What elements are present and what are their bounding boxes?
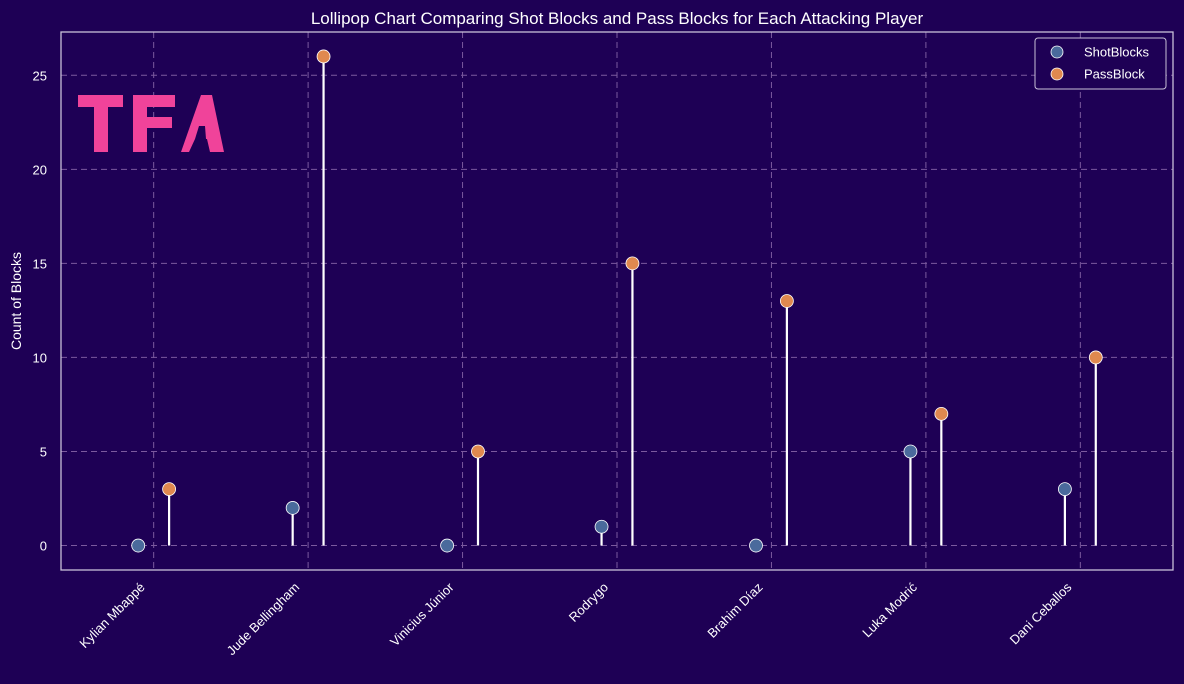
point-shotblocks <box>1057 482 1072 497</box>
point-passblock <box>625 256 640 271</box>
legend-label-shotblocks: ShotBlocks <box>1084 45 1150 60</box>
point-passblock <box>316 49 331 64</box>
y-tick-label: 0 <box>40 539 47 554</box>
legend-marker-shotblocks <box>1050 45 1064 59</box>
point-shotblocks <box>131 538 146 553</box>
point-passblock <box>1088 350 1103 365</box>
x-tick-label: Rodrygo <box>566 580 611 625</box>
x-tick-label: Vinicius Júnior <box>387 579 457 649</box>
y-tick-label: 15 <box>33 256 47 271</box>
x-tick-label: Kylian Mbappé <box>76 580 147 651</box>
point-shotblocks <box>749 538 763 553</box>
tfa-logo <box>78 95 224 152</box>
point-shotblocks <box>903 444 918 459</box>
y-tick-label: 5 <box>40 444 47 459</box>
y-tick-label: 10 <box>33 350 47 365</box>
plot-frame <box>60 31 1174 571</box>
x-axis-ticks: Kylian Mbappé Jude Bellingham Vinicius Jún… <box>76 579 1074 658</box>
x-tick-label: Luka Modrić <box>859 579 920 640</box>
x-tick-label: Dani Ceballos <box>1007 579 1075 647</box>
lollipop-heads <box>131 49 1103 553</box>
x-tick-label: Brahim Díaz <box>704 580 765 641</box>
point-shotblocks <box>594 519 609 534</box>
point-passblock <box>471 444 485 459</box>
point-shotblocks <box>440 538 455 553</box>
point-passblock <box>934 406 949 421</box>
y-tick-label: 20 <box>33 162 47 177</box>
x-tick-label: Jude Bellingham <box>224 580 303 659</box>
y-axis-label: Count of Blocks <box>8 252 24 350</box>
y-tick-label: 25 <box>33 68 47 83</box>
y-axis-ticks: 0 5 10 15 20 25 <box>33 68 47 553</box>
legend-marker-passblock <box>1050 67 1064 81</box>
legend-box <box>1034 37 1167 90</box>
legend: ShotBlocks PassBlock <box>1034 37 1167 90</box>
point-passblock <box>779 294 794 308</box>
legend-label-passblock: PassBlock <box>1084 67 1145 82</box>
point-passblock <box>162 482 177 497</box>
chart-title: Lollipop Chart Comparing Shot Blocks and… <box>311 9 924 28</box>
grid-lines <box>61 32 1173 570</box>
lollipop-stems <box>168 56 1097 546</box>
point-shotblocks <box>285 501 300 515</box>
